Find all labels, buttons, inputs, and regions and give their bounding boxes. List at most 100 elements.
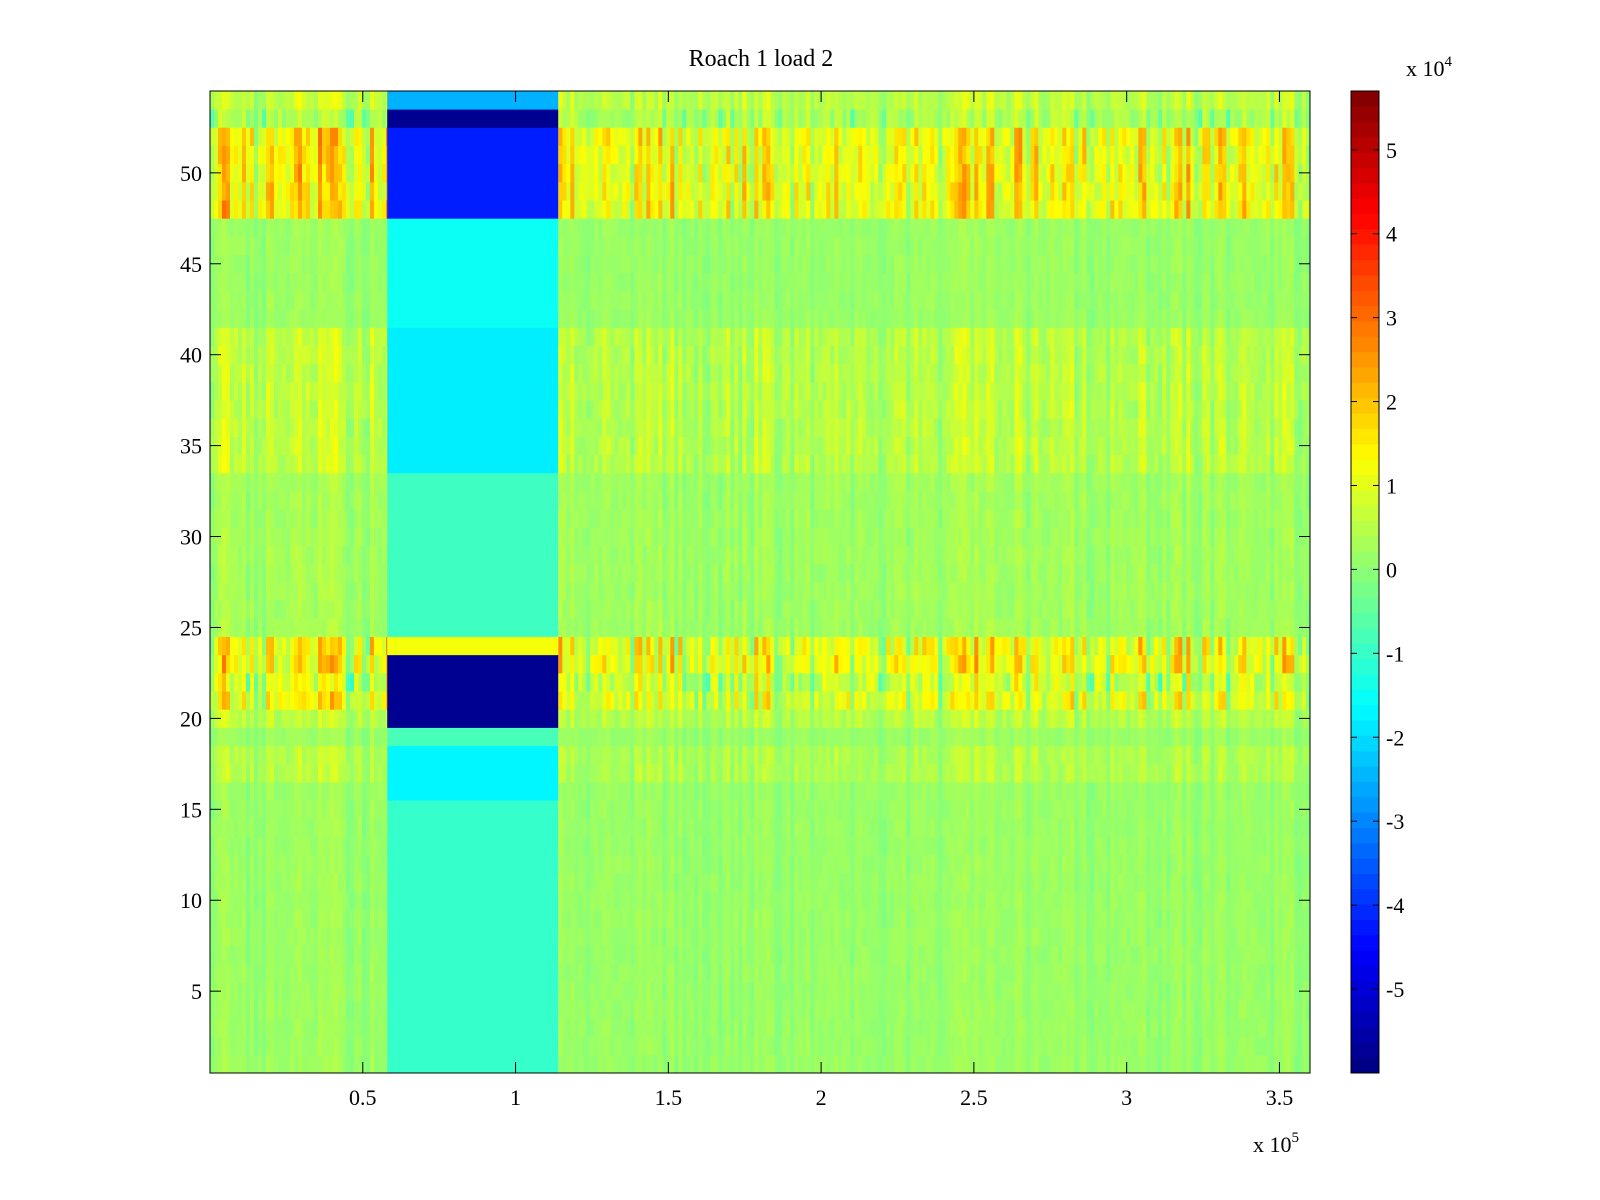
heatmap-cell [362,309,367,328]
heatmap-cell [326,381,331,401]
heatmap-cell [638,454,643,474]
heatmap-cell [342,291,347,310]
heatmap-cell [594,272,599,292]
heatmap-cell [310,218,315,237]
heatmap-cell [626,563,631,583]
heatmap-cell [278,200,283,219]
heatmap-cell [610,600,615,619]
heatmap-cell [586,600,591,619]
heatmap-cell [570,763,575,783]
heatmap-cell [710,218,715,237]
heatmap-cell [586,982,591,1001]
heatmap-cell [674,545,679,565]
heatmap-cell [250,381,255,401]
heatmap-cell [662,1054,667,1074]
heatmap-cell [234,600,239,619]
heatmap-cell [578,381,583,401]
heatmap-cell [230,236,235,256]
heatmap-cell [262,1054,267,1074]
heatmap-cell [342,927,347,947]
heatmap-cell [682,472,687,492]
heatmap-cell [322,327,327,346]
heatmap-cell [590,836,595,856]
heatmap-cell [742,1054,747,1074]
heatmap-cell [694,436,699,456]
heatmap-cell [574,727,579,747]
heatmap-cell [658,418,663,437]
heatmap-cell [558,982,563,1001]
heatmap-cell [590,563,595,583]
heatmap-cell [578,1018,583,1038]
heatmap-cell [582,400,587,419]
heatmap-cell [654,782,659,801]
heatmap-cell [238,691,243,710]
heatmap-cell [722,236,727,256]
heatmap-cell [562,782,567,801]
heatmap-cell [574,145,579,165]
heatmap-cell [270,709,275,728]
heatmap-cell [670,163,675,183]
heatmap-cell [578,1036,583,1056]
heatmap-cell [586,636,591,656]
heatmap-cell [654,818,659,837]
heatmap-cell [266,545,271,565]
heatmap-cell [387,272,559,292]
heatmap-cell [334,891,339,910]
heatmap-cell [610,400,615,419]
heatmap-cell [698,345,703,365]
heatmap-cell [714,891,719,910]
heatmap-cell [594,1000,599,1019]
heatmap-cell [310,927,315,947]
heatmap-cell [662,109,667,128]
heatmap-cell [662,654,667,674]
heatmap-cell [706,582,711,601]
heatmap-cell [582,582,587,601]
heatmap-cell [614,909,619,928]
heatmap-cell [278,1054,283,1074]
heatmap-cell [578,527,583,547]
heatmap-cell [702,327,707,346]
heatmap-cell [630,927,635,947]
heatmap-cell [286,672,291,692]
heatmap-cell [214,236,219,256]
heatmap-cell [730,927,735,947]
heatmap-cell [318,945,323,965]
heatmap-cell [622,381,627,401]
heatmap-cell [626,181,631,201]
heatmap-cell [382,618,387,637]
heatmap-cell [250,654,255,674]
heatmap-cell [678,582,683,601]
heatmap-cell [362,218,367,237]
heatmap-cell [302,1054,307,1074]
heatmap-cell [298,454,303,474]
heatmap-cell [598,327,603,346]
heatmap-cell [622,200,627,219]
heatmap-cell [306,472,311,492]
heatmap-cell [274,600,279,619]
heatmap-cell [290,782,295,801]
heatmap-cell [242,109,247,128]
heatmap-cell [602,963,607,983]
heatmap-cell [290,418,295,437]
heatmap-cell [270,582,275,601]
heatmap-cell [226,200,231,219]
heatmap-cell [354,582,359,601]
heatmap-cell [710,527,715,547]
heatmap-cell [342,818,347,837]
heatmap-cell [314,1036,319,1056]
heatmap-cell [274,909,279,928]
heatmap-cell [214,654,219,674]
heatmap-cell [674,418,679,437]
heatmap-cell [558,636,563,656]
heatmap-cell [590,236,595,256]
heatmap-cell [710,345,715,365]
heatmap-cell [670,436,675,456]
heatmap-cell [314,709,319,728]
heatmap-cell [318,291,323,310]
heatmap-cell [566,672,571,692]
heatmap-cell [730,491,735,510]
heatmap-cell [610,200,615,219]
heatmap-cell [218,654,223,674]
heatmap-cell [578,163,583,183]
heatmap-cell [658,454,663,474]
